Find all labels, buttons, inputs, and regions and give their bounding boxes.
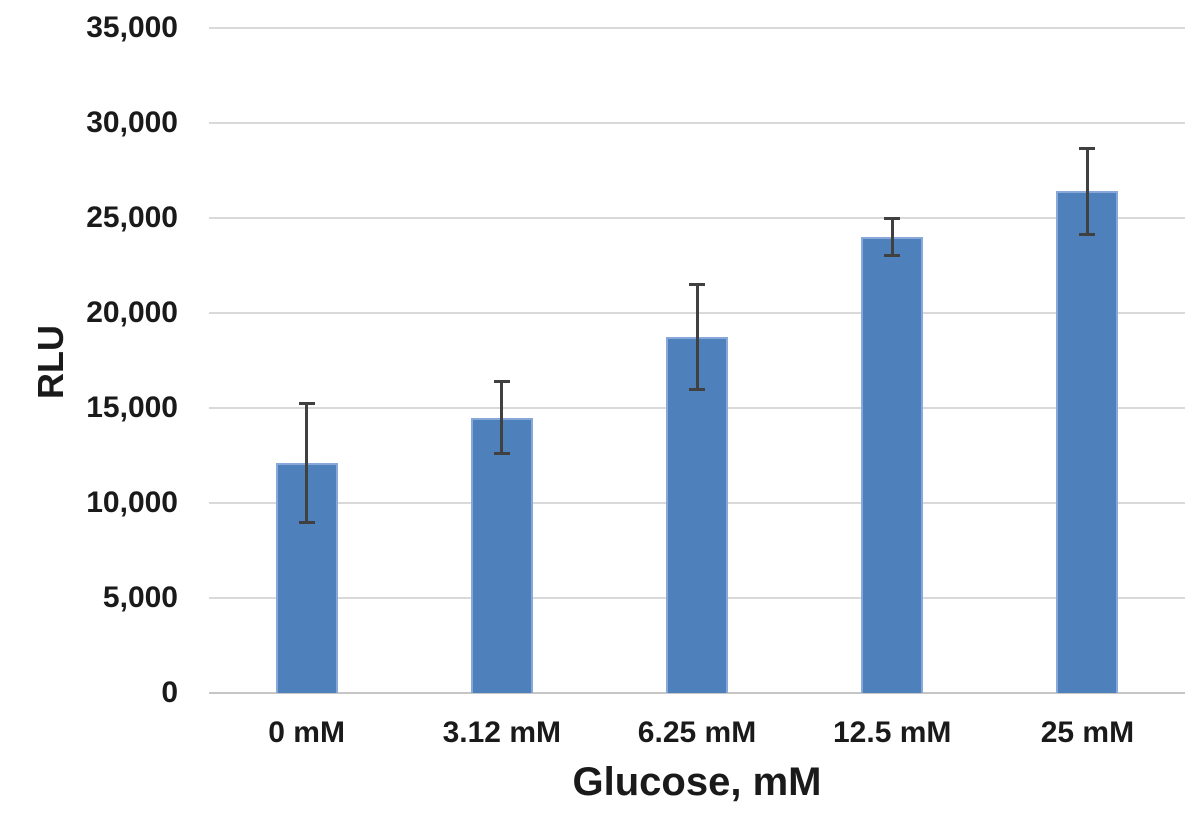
bar-12.5-mm — [861, 237, 924, 693]
x-tick-label: 25 mM — [1040, 716, 1135, 749]
plot-area — [209, 27, 1185, 694]
error-bar-cap-bottom — [493, 451, 510, 455]
error-bar-cap-top — [689, 282, 705, 286]
y-tick-label: 10,000 — [86, 486, 178, 519]
error-bar-cap-bottom — [689, 387, 705, 391]
error-bar — [1079, 146, 1096, 237]
y-tick-label: 30,000 — [86, 106, 178, 139]
error-bar-cap-top — [1079, 146, 1096, 150]
bar-6.25-mm — [666, 336, 728, 693]
gridline — [209, 122, 1185, 124]
error-bar-line — [890, 217, 894, 257]
y-tick-label: 0 — [161, 676, 178, 709]
y-axis-ticks: 0 5,000 10,000 15,000 20,000 25,000 30,000 35,0… — [0, 0, 178, 828]
bar-3.12-mm — [470, 417, 533, 693]
error-bar-cap-top — [884, 217, 901, 221]
y-tick-label: 5,000 — [102, 581, 178, 614]
error-bar — [689, 282, 705, 391]
gridline — [209, 27, 1185, 29]
error-bar — [493, 380, 510, 455]
error-bar-line — [500, 380, 504, 455]
error-bar — [298, 402, 315, 524]
error-bar-line — [305, 402, 309, 524]
bar-25-mm — [1056, 191, 1119, 693]
x-axis-title: Glucose, mM — [572, 760, 822, 804]
gridline — [209, 217, 1185, 219]
y-tick-label: 20,000 — [86, 296, 178, 329]
error-bar — [884, 217, 901, 257]
error-bar-cap-bottom — [298, 520, 315, 524]
error-bar-cap-top — [493, 380, 510, 384]
y-tick-label: 15,000 — [86, 391, 178, 424]
x-tick-label: 3.12 mM — [442, 716, 561, 749]
x-tick-label: 0 mM — [268, 716, 345, 749]
error-bar-line — [1085, 146, 1089, 237]
error-bar-line — [695, 282, 699, 391]
error-bar-cap-bottom — [884, 253, 901, 257]
x-tick-label: 12.5 mM — [832, 716, 952, 749]
error-bar-cap-bottom — [1079, 233, 1096, 237]
x-tick-label: 6.25 mM — [637, 716, 757, 749]
x-axis-line — [209, 692, 1185, 694]
y-tick-label: 25,000 — [86, 201, 178, 234]
y-tick-label: 35,000 — [86, 11, 178, 44]
error-bar-cap-top — [298, 402, 315, 406]
